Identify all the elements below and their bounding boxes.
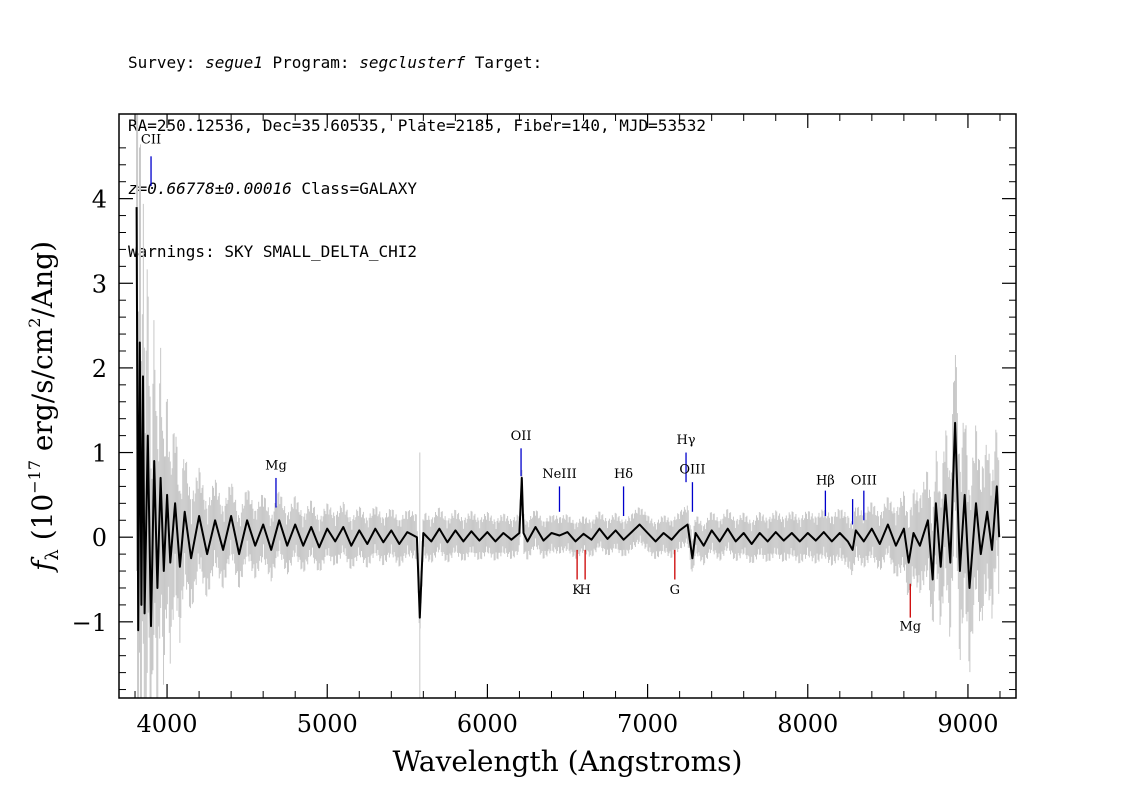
- axis-ticks: 4000 5000 6000 7000 8000 9000 −1 0 1 2 3 4: [72, 114, 1016, 738]
- redshift-line: z=0.66778±0.00016 Class=GALAXY: [128, 178, 706, 199]
- flux-line: [135, 207, 1001, 632]
- emission-line-label: CII: [141, 133, 161, 148]
- x-tick-label: 9000: [937, 710, 998, 738]
- absorption-line-label: K: [572, 583, 582, 598]
- emission-line-label: Hγ: [676, 433, 695, 448]
- coordinates-line: RA=250.12536, Dec=35.60535, Plate=2185, …: [128, 116, 706, 135]
- emission-line-label: Hβ: [816, 474, 835, 489]
- spectrum-header: Survey: segue1 Program: segclusterf Targ…: [128, 10, 706, 283]
- emission-line-label: NeIII: [542, 467, 576, 482]
- y-label-exp2: 2: [25, 318, 44, 328]
- y-tick-label: 2: [92, 355, 107, 383]
- y-label-mid: erg/s/cm: [26, 328, 59, 460]
- spectral-lines-layer: CII Mg OII NeIII Hδ Hγ OIII Hβ OIII KH G Mg: [141, 133, 921, 635]
- absorption-line-label: H: [579, 583, 590, 598]
- survey-value: segue1: [205, 53, 263, 72]
- x-tick-label: 8000: [777, 710, 838, 738]
- program-label: Program:: [262, 53, 360, 72]
- y-tick-label: 0: [92, 524, 107, 552]
- y-axis-label: fλ (10−17 erg/s/cm2/Ang): [25, 241, 63, 573]
- target-label: Target:: [465, 53, 543, 72]
- y-label-open: (10: [26, 494, 59, 549]
- x-tick-label: 4000: [137, 710, 198, 738]
- survey-label: Survey:: [128, 53, 206, 72]
- emission-line-label: OIII: [851, 474, 877, 489]
- x-axis-label: Wavelength (Angstroms): [393, 745, 743, 778]
- emission-line-label: OII: [511, 429, 532, 444]
- x-tick-label: 7000: [617, 710, 678, 738]
- emission-line-label: Mg: [265, 458, 287, 473]
- flux-layer: [135, 207, 1001, 632]
- y-tick-label: −1: [72, 609, 107, 637]
- y-label-close: /Ang): [26, 241, 59, 318]
- emission-line-label: Hδ: [614, 467, 633, 482]
- absorption-line-label: Mg: [899, 619, 921, 634]
- error-band-layer: [136, 114, 1000, 698]
- warnings-line: Warnings: SKY SMALL_DELTA_CHI2: [128, 242, 417, 261]
- class-value: Class=GALAXY: [291, 179, 417, 198]
- y-label-sub: λ: [42, 549, 63, 560]
- plot-frame: [118, 113, 1017, 699]
- program-value: segclusterf: [359, 53, 466, 72]
- x-tick-label: 6000: [457, 710, 518, 738]
- redshift-value: z=0.66778±0.00016: [128, 179, 292, 198]
- survey-line: Survey: segue1 Program: segclusterf Targ…: [128, 52, 706, 73]
- y-tick-label: 4: [92, 186, 107, 214]
- emission-line-label: OIII: [679, 463, 705, 478]
- x-tick-label: 5000: [297, 710, 358, 738]
- y-tick-label: 1: [92, 440, 107, 468]
- y-label-exp: −17: [25, 460, 44, 494]
- y-tick-label: 3: [92, 270, 107, 298]
- absorption-line-label: G: [670, 583, 680, 598]
